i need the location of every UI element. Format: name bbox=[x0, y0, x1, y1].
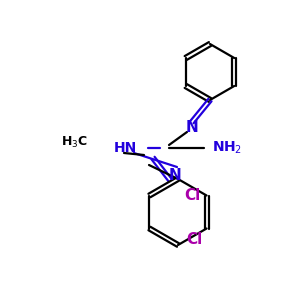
Text: NH$_2$: NH$_2$ bbox=[212, 140, 242, 156]
Text: Cl: Cl bbox=[186, 232, 203, 247]
Text: N: N bbox=[186, 121, 198, 136]
Text: Cl: Cl bbox=[184, 188, 201, 203]
Text: N: N bbox=[169, 167, 182, 182]
Text: H$_3$C: H$_3$C bbox=[61, 134, 88, 150]
Text: HN: HN bbox=[114, 141, 137, 155]
